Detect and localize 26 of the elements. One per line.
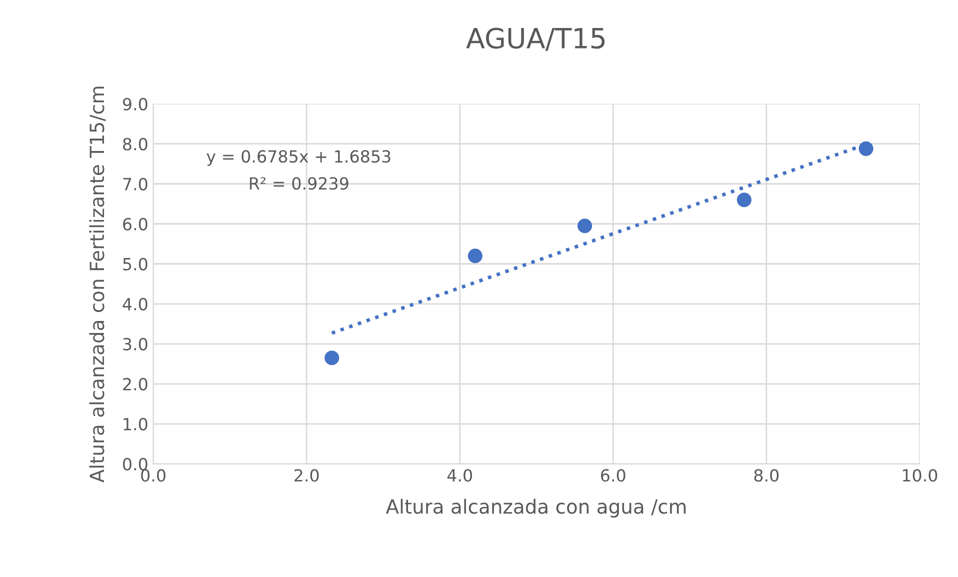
y-tick-label: 0.0 bbox=[123, 458, 148, 470]
point bbox=[577, 218, 592, 234]
chart-title: AGUA/T15 bbox=[466, 28, 605, 51]
x-tick-label: 0.0 bbox=[141, 469, 166, 482]
y-tick-label: 2.0 bbox=[123, 378, 148, 390]
annotation: R² = 0.9239 bbox=[250, 177, 348, 190]
y-tick-label: 1.0 bbox=[124, 418, 148, 430]
y-tick-label: 8.0 bbox=[123, 138, 148, 150]
point bbox=[858, 141, 874, 156]
point bbox=[324, 350, 340, 366]
y-tick-label: 4.0 bbox=[122, 298, 148, 310]
y-tick-label: 7.0 bbox=[123, 178, 148, 190]
x-tick-label: 4.0 bbox=[447, 469, 472, 482]
y-tick-label: 5.0 bbox=[123, 258, 148, 270]
y-tick-label: 3.0 bbox=[123, 338, 148, 350]
point bbox=[736, 192, 752, 208]
point bbox=[468, 248, 482, 264]
x-tick-label: 8.0 bbox=[754, 469, 779, 482]
x-tick-label: 2.0 bbox=[294, 469, 319, 482]
y-axis-title: Altura alcanzada con Fertilizante T15/cm bbox=[89, 86, 106, 483]
y-tick-label: 9.0 bbox=[122, 98, 148, 110]
x-tick-label: 6.0 bbox=[601, 469, 626, 482]
annotation: y = 0.6785x + 1.6853 bbox=[206, 150, 390, 166]
x-axis-title: Altura alcanzada con agua /cm bbox=[386, 498, 686, 518]
y-tick-label: 6.0 bbox=[123, 218, 148, 230]
x-tick-label: 10.0 bbox=[902, 469, 938, 482]
